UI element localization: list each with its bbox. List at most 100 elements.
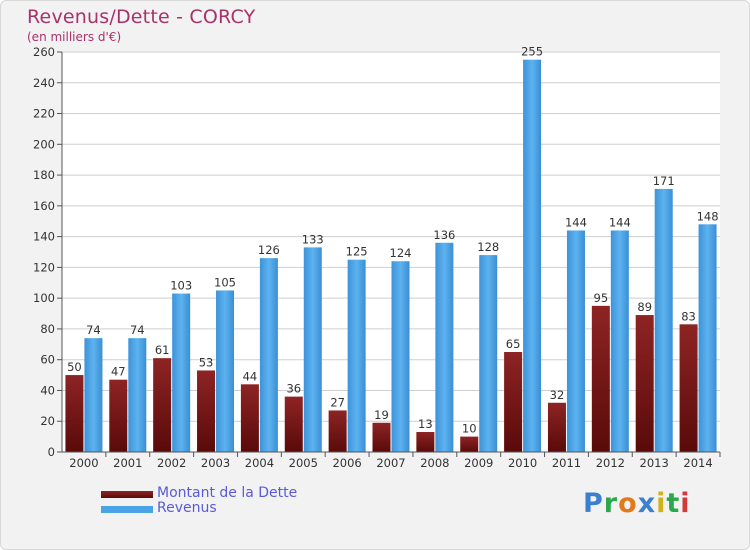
data-label: 27: [330, 395, 345, 409]
bar-debt: [416, 432, 435, 452]
data-label: 136: [433, 228, 455, 242]
bar-revenue: [259, 258, 278, 452]
y-tick-label: 200: [33, 137, 55, 151]
data-label: 50: [67, 360, 82, 374]
bar-revenue: [216, 290, 235, 452]
x-tick-label: 2004: [245, 456, 274, 470]
logo-letter: r: [603, 488, 619, 519]
legend-swatch-revenue: [101, 506, 153, 513]
x-tick-label: 2012: [596, 456, 625, 470]
data-label: 47: [111, 365, 126, 379]
x-tick-label: 2009: [464, 456, 493, 470]
data-label: 124: [390, 246, 412, 260]
y-tick-label: 0: [48, 445, 55, 459]
logo-letter: i: [656, 488, 667, 519]
legend-label-revenue: Revenus: [157, 500, 217, 516]
data-label: 65: [506, 337, 521, 351]
logo-letter: t: [666, 488, 681, 519]
data-label: 61: [155, 343, 170, 357]
chart-subtitle: (en milliers d'€): [27, 30, 122, 44]
y-tick-label: 260: [33, 45, 55, 59]
bar-debt: [547, 402, 566, 452]
x-tick-label: 2014: [683, 456, 712, 470]
y-tick-label: 240: [33, 76, 55, 90]
bar-revenue: [347, 259, 366, 452]
x-tick-label: 2007: [376, 456, 405, 470]
bar-debt: [153, 358, 172, 452]
logo-letter: i: [680, 488, 691, 519]
data-label: 44: [243, 369, 258, 383]
bar-debt: [460, 436, 479, 452]
data-label: 32: [550, 388, 565, 402]
bar-revenue: [523, 59, 542, 452]
logo-letter: x: [637, 488, 657, 519]
data-label: 133: [302, 232, 324, 246]
bar-revenue: [391, 261, 410, 452]
data-label: 128: [477, 240, 499, 254]
data-label: 36: [286, 382, 301, 396]
data-label: 171: [653, 174, 675, 188]
logo-letter: o: [618, 488, 638, 519]
bar-debt: [372, 422, 391, 452]
x-tick-label: 2008: [420, 456, 449, 470]
data-label: 125: [346, 245, 368, 259]
bar-debt: [109, 379, 128, 452]
x-tick-label: 2013: [640, 456, 669, 470]
grid-lines: [62, 51, 720, 453]
legend-label-debt: Montant de la Dette: [157, 485, 298, 501]
data-label: 148: [697, 209, 719, 223]
x-tick-label: 2001: [113, 456, 142, 470]
bar-debt: [591, 305, 610, 452]
data-label: 144: [609, 215, 631, 229]
bar-revenue: [84, 338, 103, 452]
proxiti-logo: Proxiti: [583, 488, 691, 519]
x-tick-label: 2005: [289, 456, 318, 470]
data-label: 53: [199, 355, 214, 369]
legend-swatch-debt: [101, 491, 153, 498]
bar-debt: [679, 324, 698, 452]
y-tick-label: 80: [40, 322, 55, 336]
data-label: 83: [681, 309, 696, 323]
bar-revenue: [566, 230, 585, 452]
bar-revenue: [172, 293, 191, 452]
data-label: 89: [637, 300, 652, 314]
bar-debt: [284, 396, 303, 452]
data-label: 13: [418, 417, 433, 431]
y-tick-label: 140: [33, 230, 55, 244]
bar-revenue: [303, 247, 322, 452]
bar-revenue: [698, 224, 717, 452]
data-label: 144: [565, 215, 587, 229]
plot-area: [62, 52, 720, 452]
data-label: 74: [130, 323, 145, 337]
bar-revenue: [435, 242, 454, 452]
x-tick-label: 2010: [508, 456, 537, 470]
chart-title: Revenus/Dette - CORCY: [27, 6, 256, 28]
y-tick-label: 100: [33, 291, 55, 305]
x-tick-label: 2003: [201, 456, 230, 470]
data-label: 19: [374, 408, 389, 422]
y-tick-label: 220: [33, 107, 55, 121]
logo-letter: P: [583, 488, 604, 519]
bar-revenue: [479, 255, 498, 452]
y-tick-label: 160: [33, 199, 55, 213]
x-tick-label: 2006: [332, 456, 361, 470]
data-label: 95: [594, 291, 609, 305]
bar-debt: [197, 370, 216, 452]
data-label: 10: [462, 422, 477, 436]
bar-debt: [635, 315, 654, 452]
y-tick-label: 60: [40, 353, 55, 367]
bar-revenue: [128, 338, 147, 452]
data-label: 74: [86, 323, 101, 337]
bar-debt: [328, 410, 347, 452]
data-label: 255: [521, 45, 543, 59]
bar-chart: 0 20 40 60 80 100 120 140 160 180 200 220 240 260 50 7…: [33, 45, 721, 470]
bars: 50 74 47 74 61 103 53 105 44 126 36 133 27 125 19 124 13…: [65, 45, 719, 452]
y-tick-label: 40: [40, 383, 55, 397]
x-axis: 2000 2001 2002 2003 2004 2005 2006 2007 2008 2009…: [62, 451, 721, 470]
data-label: 105: [214, 275, 236, 289]
bar-debt: [65, 375, 84, 452]
y-tick-label: 20: [40, 414, 55, 428]
y-tick-label: 180: [33, 168, 55, 182]
y-tick-label: 120: [33, 260, 55, 274]
bar-revenue: [610, 230, 629, 452]
